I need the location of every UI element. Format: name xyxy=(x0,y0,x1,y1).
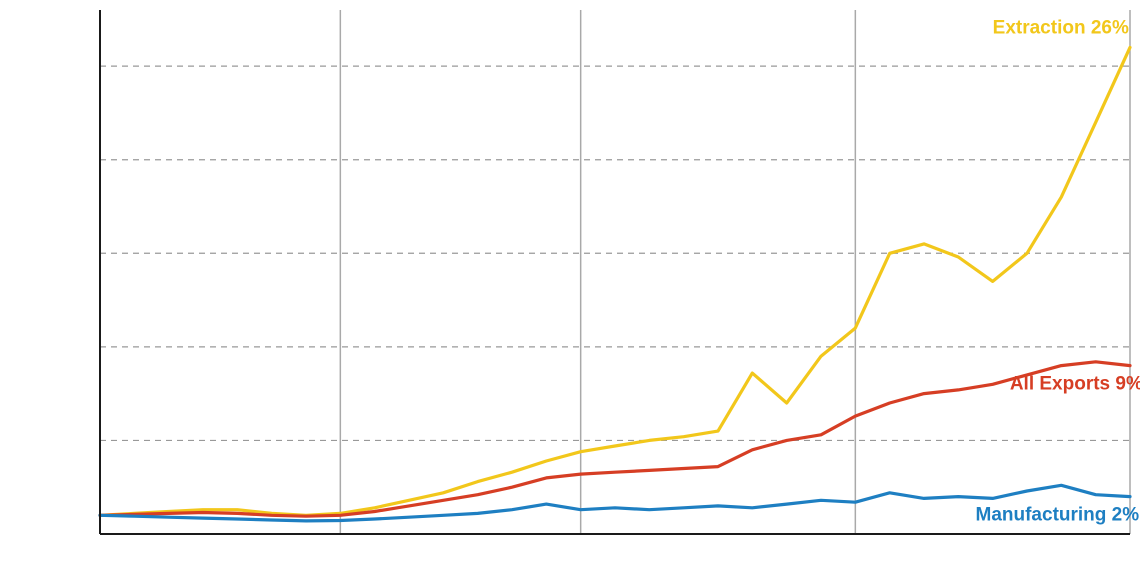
series-label-all-exports: All Exports 9% xyxy=(1010,373,1140,394)
line-chart: Extraction 26% All Exports 9% Manufacturin… xyxy=(0,0,1140,576)
series-label-manufacturing: Manufacturing 2% xyxy=(976,504,1140,525)
series-label-extraction: Extraction 26% xyxy=(993,18,1129,39)
chart-canvas: Extraction 26% All Exports 9% Manufacturin… xyxy=(0,0,1140,576)
